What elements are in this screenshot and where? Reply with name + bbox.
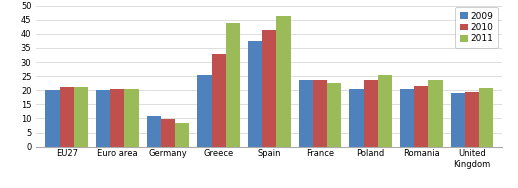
Bar xyxy=(124,89,139,147)
Bar xyxy=(479,88,493,147)
Bar xyxy=(465,92,479,147)
Bar xyxy=(400,89,414,147)
Bar xyxy=(60,87,74,147)
Bar xyxy=(451,93,465,147)
Bar xyxy=(74,87,88,147)
Bar xyxy=(226,23,240,147)
Bar xyxy=(96,90,110,147)
Bar xyxy=(211,54,226,147)
Bar xyxy=(175,123,189,147)
Bar xyxy=(414,86,428,147)
Legend: 2009, 2010, 2011: 2009, 2010, 2011 xyxy=(455,7,498,48)
Bar xyxy=(327,83,341,147)
Bar xyxy=(428,80,443,147)
Bar xyxy=(350,89,364,147)
Bar xyxy=(364,80,378,147)
Bar xyxy=(248,41,262,147)
Bar xyxy=(299,80,313,147)
Bar xyxy=(161,119,175,147)
Bar xyxy=(197,75,211,147)
Bar xyxy=(262,30,277,147)
Bar xyxy=(110,89,124,147)
Bar xyxy=(147,116,161,147)
Bar xyxy=(277,16,291,147)
Bar xyxy=(46,90,60,147)
Bar xyxy=(378,75,392,147)
Bar xyxy=(313,80,327,147)
